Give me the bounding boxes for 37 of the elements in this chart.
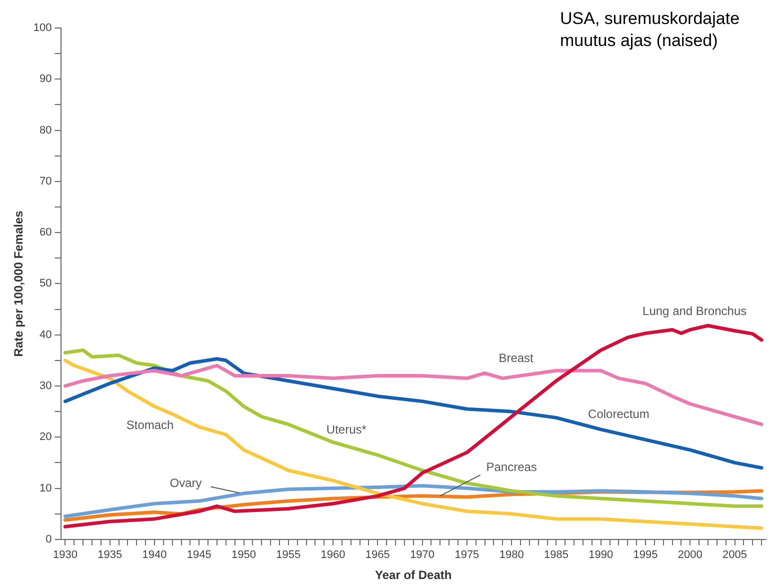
x-tick-label: 1975	[454, 549, 480, 562]
y-tick-label: 30	[40, 380, 52, 392]
y-tick-label: 70	[40, 175, 52, 188]
y-tick-label: 60	[40, 226, 52, 239]
y-axis-title: Rate per 100,000 Females	[12, 210, 26, 357]
y-tick-label: 50	[40, 278, 52, 290]
series-label: Breast	[498, 351, 534, 366]
y-tick-label: 20	[40, 431, 52, 444]
x-tick-label: 1930	[52, 549, 78, 562]
x-tick-label: 1980	[499, 549, 524, 562]
series-label: Ovary	[170, 476, 202, 490]
x-tick-label: 2000	[678, 549, 702, 562]
x-tick-label: 1940	[142, 549, 167, 562]
x-tick-label: 1960	[320, 549, 346, 562]
x-axis-title: Year of Death	[375, 568, 452, 582]
x-tick-label: 1965	[365, 549, 390, 562]
series-label: Colorectum	[588, 406, 650, 421]
series-label: Pancreas	[486, 460, 537, 474]
y-tick-label: 80	[40, 124, 52, 136]
x-tick-label: 1950	[232, 549, 256, 562]
y-tick-label: 10	[40, 482, 52, 494]
chart-title: USA, suremuskordajate muutus ajas (naised)	[560, 8, 770, 52]
x-tick-label: 1945	[186, 549, 212, 562]
x-tick-label: 1990	[588, 549, 614, 562]
y-tick-label: 90	[40, 73, 52, 86]
x-tick-label: 1955	[276, 549, 301, 562]
y-tick-label: 0	[46, 533, 52, 546]
series-label: Uterus*	[326, 422, 367, 436]
x-tick-label: 1970	[410, 549, 435, 562]
x-tick-label: 2005	[722, 549, 747, 562]
x-tick-label: 1985	[544, 549, 568, 562]
series-label: Lung and Bronchus	[642, 304, 747, 318]
x-tick-label: 1935	[98, 549, 122, 562]
x-tick-label: 1995	[633, 549, 658, 562]
y-tick-label: 40	[40, 328, 52, 341]
series-label: Stomach	[126, 418, 174, 432]
y-tick-label: 100	[33, 22, 52, 34]
